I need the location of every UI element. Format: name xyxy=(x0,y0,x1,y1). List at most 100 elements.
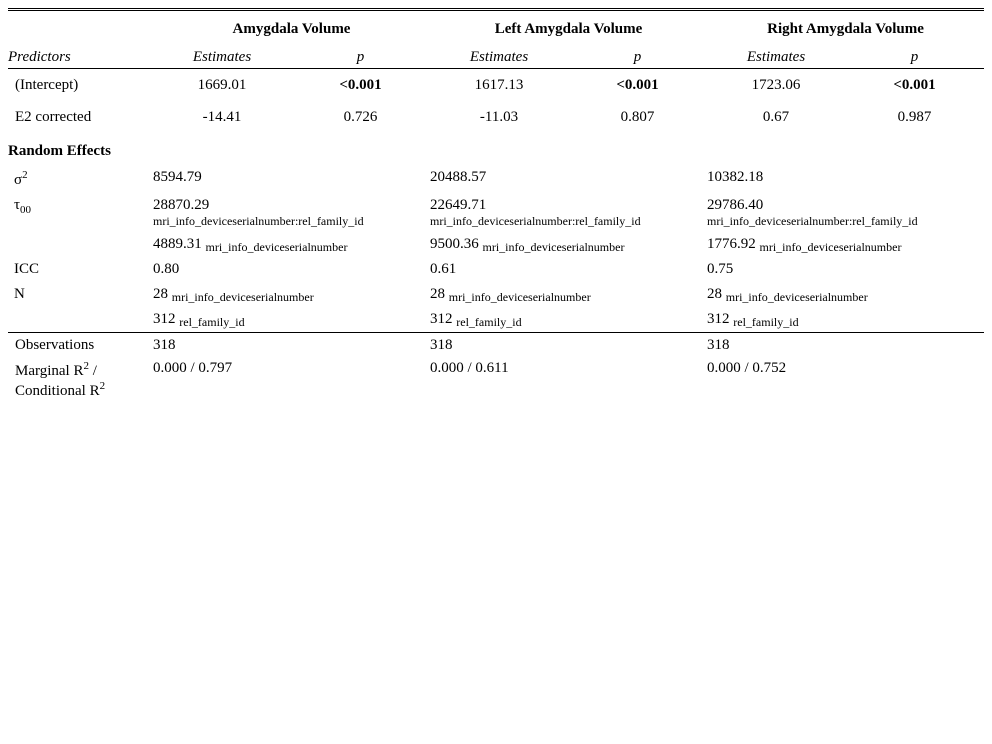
estimate-cell: 1723.06 xyxy=(751,76,801,93)
r2-exponent: 2 xyxy=(83,360,89,372)
r2-value: 0.000 / 0.611 xyxy=(430,360,509,376)
n-cell: 312 rel_family_id xyxy=(153,307,430,333)
n-value: 28 xyxy=(430,286,445,302)
p-value-cell: <0.001 xyxy=(339,76,382,93)
n-value: 28 xyxy=(707,286,723,302)
sigma2-value: 8594.79 xyxy=(153,169,202,185)
estimate-cell: 1669.01 xyxy=(197,76,247,93)
n-cell: 312 rel_family_id xyxy=(707,307,984,333)
tau00-cell: 4889.31 mri_info_deviceserialnumber xyxy=(153,232,430,257)
r2-label-marginal: Marginal R xyxy=(15,363,84,379)
n-cell: 312 rel_family_id xyxy=(430,307,707,333)
r2-exponent: 2 xyxy=(99,380,106,392)
tau00-value: 28870.29 xyxy=(153,197,210,213)
predictor-label: E2 corrected xyxy=(15,108,92,125)
observations-label: Observations xyxy=(8,332,153,356)
n-group: rel_family_id xyxy=(456,315,522,329)
p-value-cell: 0.807 xyxy=(620,108,655,125)
r2-value: 0.000 / 0.797 xyxy=(153,360,233,376)
model-title-3: Right Amygdala Volume xyxy=(707,8,985,49)
n-value: 312 xyxy=(707,311,730,327)
estimates-header-1: Estimates xyxy=(153,49,291,69)
sigma2-value: 10382.18 xyxy=(707,169,764,185)
predictor-row-e2-corrected: E2 corrected -14.41 0.726 -11.03 0.807 0… xyxy=(8,101,984,133)
p-value-cell: 0.987 xyxy=(897,108,932,125)
p-header-2: p xyxy=(568,49,708,69)
tau00-label: τ00 xyxy=(8,193,153,232)
tau00-cell: 22649.71 mri_info_deviceserialnumber:rel_… xyxy=(430,193,707,232)
tau00-value: 29786.40 xyxy=(707,197,764,213)
tau00-cell: 28870.29 mri_info_deviceserialnumber:rel_… xyxy=(153,193,430,232)
tau00-row-1: τ00 28870.29 mri_info_deviceserialnumber:… xyxy=(8,193,984,232)
tau00-group: mri_info_deviceserialnumber xyxy=(482,240,625,254)
r2-label-slash: / xyxy=(88,363,97,379)
tau00-group: mri_info_deviceserialnumber:rel_family_i… xyxy=(707,214,918,228)
tau00-value: 4889.31 xyxy=(153,236,202,252)
random-effects-heading: Random Effects xyxy=(8,143,111,159)
sigma-symbol: σ xyxy=(14,172,23,188)
n-cell: 28 mri_info_deviceserialnumber xyxy=(707,282,984,307)
n-value: 28 xyxy=(153,286,168,302)
icc-row: ICC 0.80 0.61 0.75 xyxy=(8,257,984,282)
empty-label xyxy=(8,232,153,257)
column-header-row: Predictors Estimates p Estimates p Estim… xyxy=(8,49,985,69)
observations-value: 318 xyxy=(430,332,708,356)
estimate-cell: 1617.13 xyxy=(474,76,524,93)
observations-value: 318 xyxy=(153,332,430,356)
n-value: 312 xyxy=(430,311,453,327)
predictor-row-intercept: (Intercept) 1669.01 <0.001 1617.13 <0.00… xyxy=(8,69,984,102)
estimate-cell: -11.03 xyxy=(479,108,519,125)
estimates-header-2: Estimates xyxy=(430,49,568,69)
sigma2-label: σ2 xyxy=(8,165,153,193)
predictors-header: Predictors xyxy=(8,49,153,69)
n-row-1: N 28 mri_info_deviceserialnumber 28 mri_… xyxy=(8,282,984,307)
p-value-cell: <0.001 xyxy=(616,76,659,93)
estimate-cell: -14.41 xyxy=(202,108,242,125)
icc-value: 0.61 xyxy=(430,261,457,277)
tau00-group: mri_info_deviceserialnumber xyxy=(205,240,348,254)
random-effects-header-row: Random Effects xyxy=(8,133,984,165)
tau00-value: 1776.92 xyxy=(707,236,756,252)
r2-value: 0.000 / 0.752 xyxy=(707,360,787,376)
sigma-exponent: 2 xyxy=(22,169,28,181)
mixed-model-table: Amygdala Volume Left Amygdala Volume Rig… xyxy=(8,8,985,402)
n-group: rel_family_id xyxy=(179,315,245,329)
n-value: 312 xyxy=(153,311,176,327)
model-title-1: Amygdala Volume xyxy=(153,8,430,49)
icc-value: 0.75 xyxy=(707,261,734,277)
empty-label xyxy=(8,307,153,333)
tau-subscript: 00 xyxy=(20,204,32,216)
n-group: rel_family_id xyxy=(733,315,799,329)
n-group: mri_info_deviceserialnumber xyxy=(171,290,314,304)
model-header-row: Amygdala Volume Left Amygdala Volume Rig… xyxy=(8,8,985,49)
n-cell: 28 mri_info_deviceserialnumber xyxy=(430,282,707,307)
p-header-3: p xyxy=(845,49,985,69)
model-title-2: Left Amygdala Volume xyxy=(430,8,708,49)
tau00-cell: 29786.40 mri_info_deviceserialnumber:rel_… xyxy=(707,193,984,232)
n-row-2: 312 rel_family_id 312 rel_family_id 312 … xyxy=(8,307,984,333)
p-value-cell: <0.001 xyxy=(893,76,936,93)
icc-label: ICC xyxy=(14,261,40,277)
p-value-cell: 0.726 xyxy=(343,108,378,125)
observations-value: 318 xyxy=(707,332,985,356)
predictor-label: (Intercept) xyxy=(15,76,79,93)
tau-symbol: τ xyxy=(14,197,21,213)
estimates-header-3: Estimates xyxy=(707,49,846,69)
r2-label-conditional: Conditional R xyxy=(15,383,100,399)
tau00-group: mri_info_deviceserialnumber:rel_family_i… xyxy=(153,214,364,228)
n-group: mri_info_deviceserialnumber xyxy=(448,290,591,304)
r2-label: Marginal R2 /Conditional R2 xyxy=(8,356,153,402)
tau00-group: mri_info_deviceserialnumber xyxy=(759,240,902,254)
tau00-value: 22649.71 xyxy=(430,197,487,213)
tau00-group: mri_info_deviceserialnumber:rel_family_i… xyxy=(430,214,641,228)
observations-row: Observations 318 318 318 xyxy=(8,332,985,356)
p-header-1: p xyxy=(291,49,430,69)
header-blank-cell xyxy=(8,8,153,49)
regression-table-container: Amygdala Volume Left Amygdala Volume Rig… xyxy=(8,8,985,402)
n-cell: 28 mri_info_deviceserialnumber xyxy=(153,282,430,307)
tau00-cell: 1776.92 mri_info_deviceserialnumber xyxy=(707,232,984,257)
n-label: N xyxy=(14,286,25,302)
n-group: mri_info_deviceserialnumber xyxy=(725,290,868,304)
sigma2-value: 20488.57 xyxy=(430,169,487,185)
sigma2-row: σ2 8594.79 20488.57 10382.18 xyxy=(8,165,984,193)
